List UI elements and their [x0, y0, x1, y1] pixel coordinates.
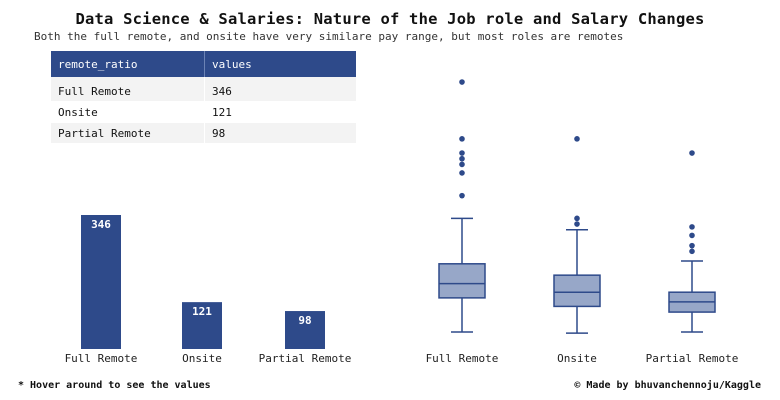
table-row: Full Remote 346: [51, 77, 356, 102]
table-cell-remote-ratio: Full Remote: [51, 77, 205, 102]
box-outlier-point[interactable]: [459, 192, 465, 199]
bar-category-label: Full Remote: [65, 352, 138, 365]
box-outlier-point[interactable]: [689, 150, 695, 156]
box-outlier-point[interactable]: [459, 79, 465, 85]
bar-category-label: Partial Remote: [259, 352, 352, 365]
box-outlier-point[interactable]: [574, 136, 580, 142]
hover-footnote: * Hover around to see the values: [18, 380, 211, 391]
table-cell-value: 98: [204, 122, 356, 144]
remote-ratio-table: remote_ratio values Full Remote 346 Onsi…: [51, 51, 356, 144]
box-1[interactable]: [438, 263, 486, 299]
box-category-label: Partial Remote: [646, 352, 739, 365]
table-header-row: remote_ratio values: [51, 51, 356, 77]
table-cell-value: 121: [204, 101, 356, 123]
box-outlier-point[interactable]: [574, 221, 580, 227]
box-outlier-point[interactable]: [689, 232, 695, 239]
table-cell-remote-ratio: Partial Remote: [51, 122, 205, 144]
box-outlier-point[interactable]: [459, 150, 465, 156]
table-header-values: values: [204, 51, 356, 77]
box-outlier-point[interactable]: [574, 215, 580, 222]
box-outlier-point[interactable]: [459, 136, 465, 142]
table-row: Partial Remote 98: [51, 122, 356, 144]
box-outlier-point[interactable]: [459, 155, 465, 162]
bar-data-label: 346: [91, 218, 111, 231]
box-outlier-point[interactable]: [689, 248, 695, 255]
box-category-label: Full Remote: [426, 352, 499, 365]
author-credit: © Made by bhuvanchennoju/Kaggle: [574, 380, 761, 391]
box-category-label: Onsite: [557, 352, 597, 365]
box-outlier-point[interactable]: [459, 170, 465, 176]
chart-subtitle: Both the full remote, and onsite have ve…: [34, 30, 624, 43]
box-outlier-point[interactable]: [689, 224, 695, 230]
table-header-remote-ratio: remote_ratio: [51, 51, 205, 77]
table-cell-value: 346: [204, 77, 356, 102]
box-outlier-point[interactable]: [459, 161, 465, 168]
bar-category-label: Onsite: [182, 352, 222, 365]
box-2[interactable]: [553, 274, 601, 308]
bar-data-label: 121: [192, 305, 212, 318]
chart-title: Data Science & Salaries: Nature of the J…: [75, 10, 705, 28]
bar-1[interactable]: [81, 215, 121, 349]
table-row: Onsite 121: [51, 101, 356, 123]
bar-data-label: 98: [298, 314, 311, 327]
table-cell-remote-ratio: Onsite: [51, 101, 205, 123]
bar-3[interactable]: [285, 311, 325, 349]
bar-2[interactable]: [182, 302, 222, 349]
box-outlier-point[interactable]: [689, 242, 695, 249]
